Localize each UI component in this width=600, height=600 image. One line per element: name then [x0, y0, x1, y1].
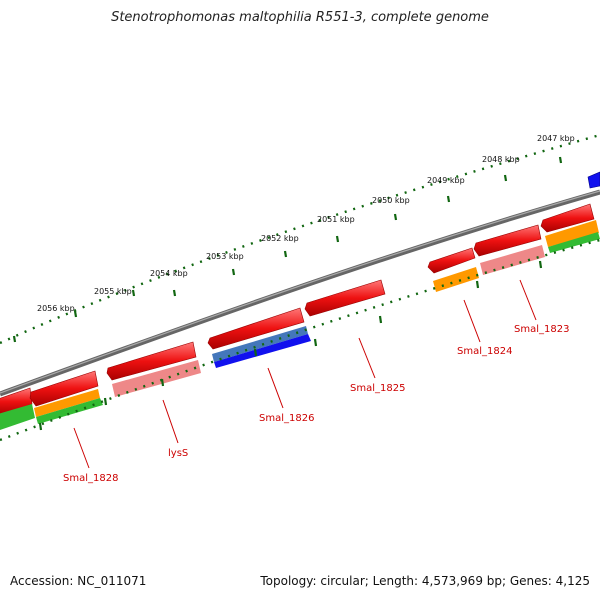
- kbp-label-2054: 2054 kbp: [150, 269, 188, 278]
- genome-backbone: [0, 189, 600, 397]
- feature-rows: [0, 220, 600, 430]
- forward-strand-genes: [0, 171, 600, 416]
- gene-labels: Smal_1823 Smal_1824 Smal_1825 Smal_1826 …: [63, 324, 569, 484]
- kbp-label-2053: 2053 kbp: [206, 252, 244, 261]
- feature-green: [36, 398, 103, 424]
- gene-feature: [106, 341, 197, 381]
- inner-ruler-ticks: [38, 260, 543, 431]
- gene-label-smal-1823: Smal_1823: [514, 324, 569, 335]
- gene-feature: [207, 307, 305, 350]
- kbp-label-2047: 2047 kbp: [537, 134, 575, 143]
- kbp-label-2052: 2052 kbp: [261, 234, 299, 243]
- kbp-labels: 2047 kbp 2048 kbp 2049 kbp 2050 kbp 2051…: [37, 134, 575, 313]
- gene-feature: [473, 224, 542, 257]
- outer-ruler-ticks: [12, 156, 563, 343]
- gene-label-smal-1828: Smal_1828: [63, 473, 118, 484]
- gene-leader-lines: [73, 279, 537, 469]
- kbp-label-2055: 2055 kbp: [94, 287, 132, 296]
- gene-feature: [304, 279, 386, 317]
- feature-steel: [212, 326, 308, 362]
- kbp-label-2056: 2056 kbp: [37, 304, 75, 313]
- feature-green: [0, 404, 35, 430]
- gene-feature: [427, 247, 476, 274]
- gene-label-smal-1824: Smal_1824: [457, 346, 512, 357]
- map-title: Stenotrophomonas maltophilia R551-3, com…: [111, 10, 489, 25]
- feature-green: [548, 232, 600, 253]
- gene-label-smal-1826: Smal_1826: [259, 413, 314, 424]
- feature-blue: [214, 334, 311, 368]
- kbp-label-2051: 2051 kbp: [317, 215, 355, 224]
- gene-label-smal-1825: Smal_1825: [350, 383, 405, 394]
- feature-pink: [480, 245, 545, 275]
- outer-ruler-track: [0, 133, 600, 345]
- gene-feature: [29, 370, 99, 407]
- gene-feature: [540, 203, 595, 233]
- kbp-label-2050: 2050 kbp: [372, 196, 410, 205]
- kbp-label-2049: 2049 kbp: [427, 176, 465, 185]
- feature-orange: [34, 389, 100, 417]
- genome-summary-text: Topology: circular; Length: 4,573,969 bp…: [260, 574, 590, 588]
- accession-text: Accession: NC_011071: [10, 574, 147, 588]
- gene-feature: [587, 171, 600, 189]
- feature-orange: [545, 220, 599, 247]
- gene-label-lyss: lysS: [168, 448, 188, 459]
- kbp-label-2048: 2048 kbp: [482, 155, 520, 164]
- feature-orange: [433, 267, 479, 292]
- feature-pink: [112, 360, 201, 397]
